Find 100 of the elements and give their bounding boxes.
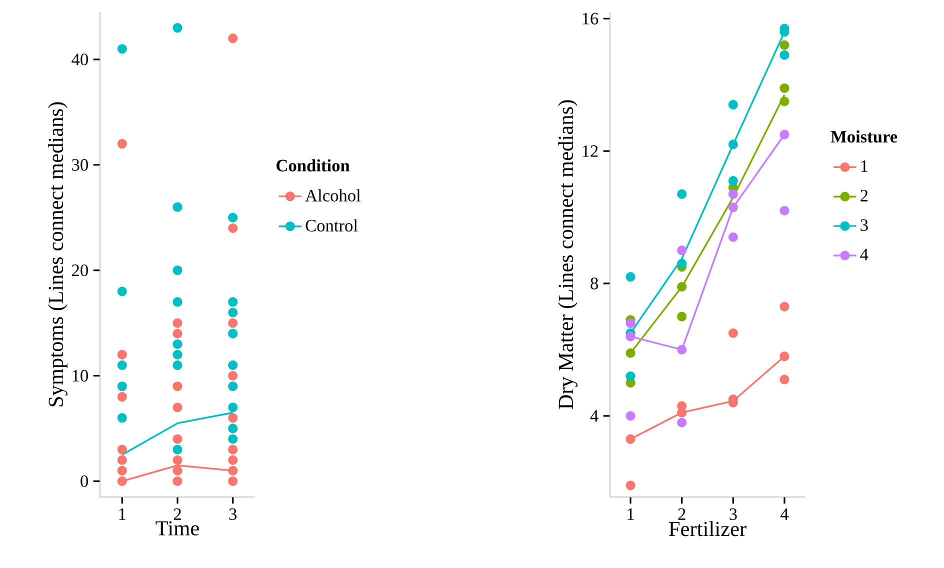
point xyxy=(677,312,687,322)
point xyxy=(780,96,790,106)
point xyxy=(728,176,738,186)
point xyxy=(228,360,238,370)
y-tick-label: 0 xyxy=(80,475,88,488)
point xyxy=(677,408,687,418)
legend-label: Alcohol xyxy=(305,189,361,202)
point xyxy=(228,444,238,454)
x-axis-title: Fertilizer xyxy=(669,521,746,536)
point xyxy=(780,130,790,140)
point xyxy=(172,23,182,33)
x-tick-label: 3 xyxy=(730,508,737,520)
point xyxy=(172,202,182,212)
point xyxy=(172,444,182,454)
point xyxy=(228,424,238,434)
point xyxy=(228,455,238,465)
point xyxy=(172,350,182,360)
x-tick-label: 3 xyxy=(229,508,237,520)
point xyxy=(780,351,790,362)
point xyxy=(228,402,238,412)
point xyxy=(677,418,687,428)
point xyxy=(228,476,238,486)
point xyxy=(117,286,127,296)
point xyxy=(228,34,238,44)
x-axis-title: Time xyxy=(156,521,199,536)
point xyxy=(117,138,127,149)
point xyxy=(172,455,182,465)
point xyxy=(780,40,790,50)
point xyxy=(172,360,182,370)
point xyxy=(626,411,636,421)
point xyxy=(172,297,182,307)
point xyxy=(117,360,127,370)
x-tick-label: 2 xyxy=(174,508,181,520)
point xyxy=(728,328,738,338)
x-tick-label: 1 xyxy=(628,508,634,520)
legend-label: 1 xyxy=(861,160,868,172)
point xyxy=(728,202,738,212)
point xyxy=(172,402,182,412)
point xyxy=(677,189,687,199)
point xyxy=(780,83,790,93)
point xyxy=(677,258,687,268)
point xyxy=(172,381,182,392)
point xyxy=(728,189,738,199)
y-tick-label: 12 xyxy=(582,145,598,157)
point xyxy=(228,297,238,307)
point xyxy=(117,476,127,486)
point xyxy=(117,466,127,476)
point xyxy=(626,318,636,328)
point xyxy=(228,223,238,233)
y-tick-label: 10 xyxy=(72,370,88,382)
legend-label: 2 xyxy=(860,190,868,202)
point xyxy=(228,466,238,476)
point xyxy=(728,232,738,242)
y-tick-label: 20 xyxy=(72,264,88,276)
point xyxy=(172,328,182,338)
point xyxy=(728,140,738,150)
point xyxy=(228,318,238,328)
point xyxy=(172,434,182,444)
y-tick-label: 16 xyxy=(582,12,598,24)
point xyxy=(172,466,182,476)
x-tick-label: 1 xyxy=(119,508,126,520)
point xyxy=(117,413,127,423)
legend-label: 4 xyxy=(860,248,868,260)
point xyxy=(228,381,238,392)
y-axis-title: Dry Matter (Lines connect medians) xyxy=(558,100,578,410)
x-tick-label: 4 xyxy=(780,508,789,520)
point xyxy=(172,339,182,349)
point xyxy=(228,328,238,338)
point xyxy=(172,318,182,328)
legend-label: Control xyxy=(306,219,358,232)
point xyxy=(626,480,636,490)
legend-label: 3 xyxy=(860,219,868,231)
point xyxy=(677,344,687,354)
point xyxy=(780,206,790,216)
point xyxy=(228,308,238,318)
point xyxy=(172,266,182,276)
point xyxy=(228,370,238,381)
y-tick-label: 4 xyxy=(590,410,598,422)
point xyxy=(117,444,127,454)
y-axis-title: Symptoms (Lines connect medians) xyxy=(48,102,68,406)
point xyxy=(677,282,687,292)
point xyxy=(117,381,127,392)
point xyxy=(172,476,182,486)
y-tick-label: 8 xyxy=(590,278,598,290)
point xyxy=(228,413,238,423)
point xyxy=(728,100,738,110)
point xyxy=(626,332,636,342)
point xyxy=(626,348,636,358)
point xyxy=(117,44,127,54)
point xyxy=(677,246,687,256)
x-tick-label: 2 xyxy=(678,508,686,520)
y-tick-label: 40 xyxy=(72,54,88,66)
legend-title: Condition xyxy=(276,159,350,172)
legend-title: Moisture xyxy=(830,130,898,143)
point xyxy=(780,50,790,60)
y-tick-label: 30 xyxy=(72,159,88,171)
point xyxy=(780,374,790,384)
point xyxy=(626,272,636,282)
point xyxy=(228,434,238,444)
point xyxy=(228,212,238,222)
